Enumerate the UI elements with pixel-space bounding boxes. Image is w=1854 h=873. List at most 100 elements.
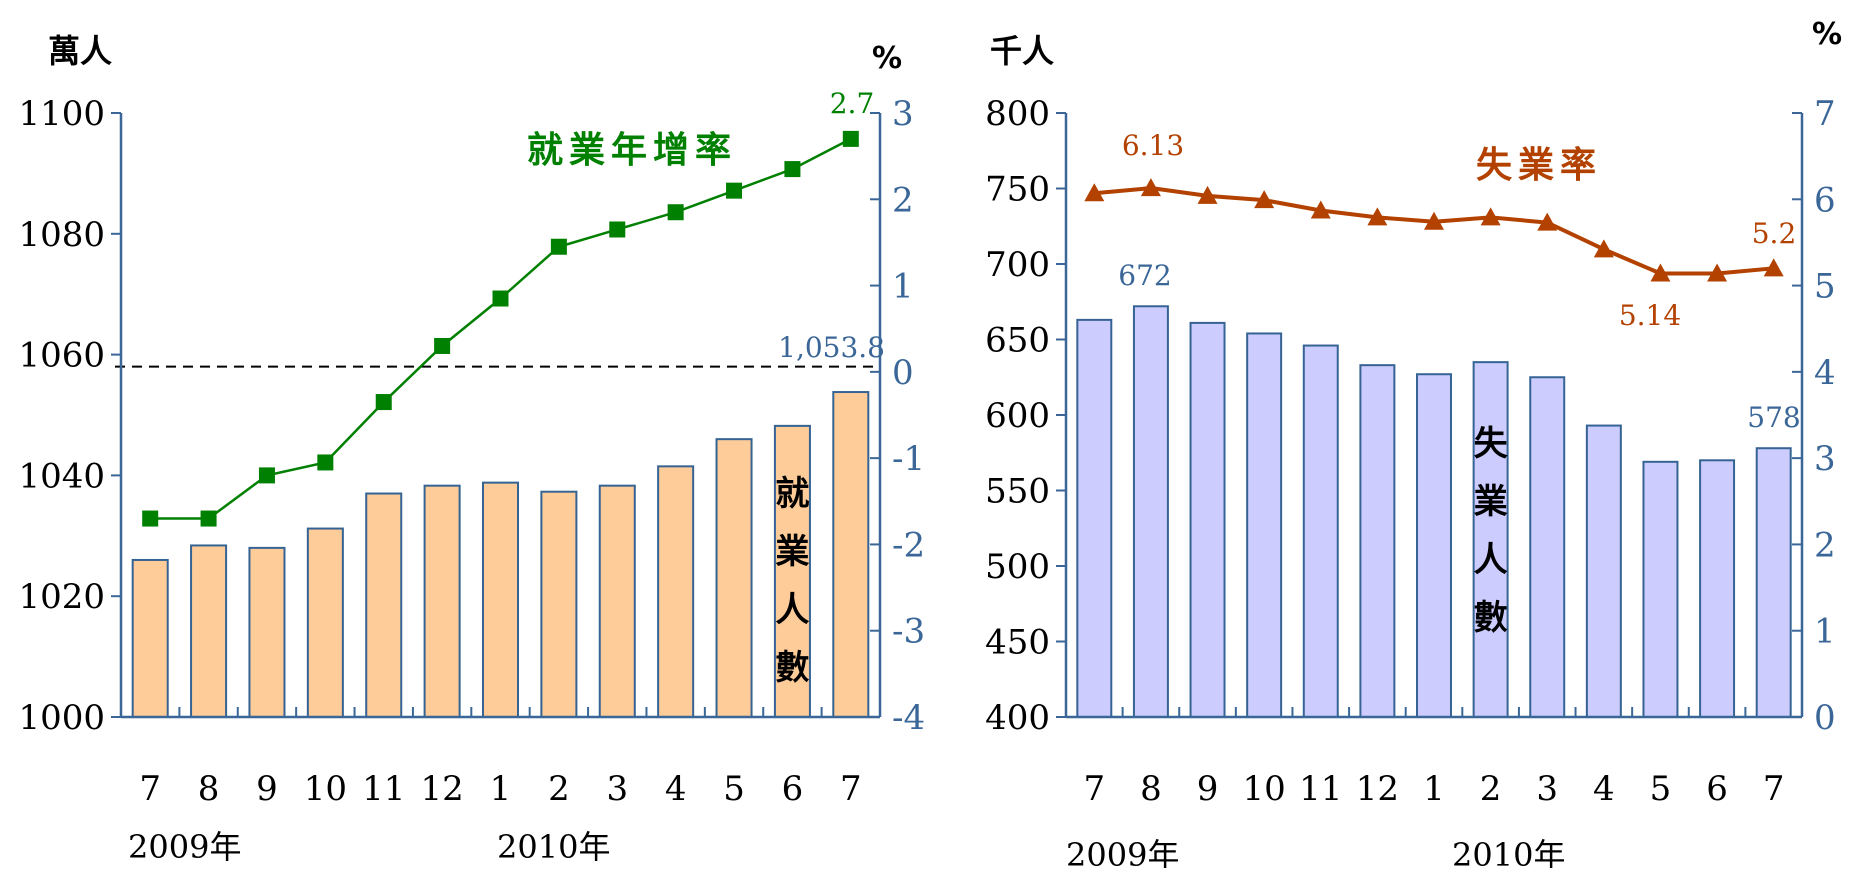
right-y-tick-label: 3 — [1814, 439, 1836, 479]
x-tick-label: 2 — [1480, 769, 1502, 809]
bar-4 — [365, 492, 403, 718]
year-label-2010: 2010年 — [497, 828, 610, 866]
bar-9 — [657, 465, 695, 718]
bar-label-char: 失 — [1474, 424, 1509, 464]
x-tick-label: 4 — [1593, 769, 1615, 809]
right-y-tick-label: 7 — [1814, 94, 1836, 134]
x-tick-label: 5 — [1650, 769, 1672, 809]
line-point-7 — [1480, 207, 1501, 226]
line-point-9 — [667, 204, 684, 221]
left-y-tick-label: 400 — [985, 698, 1050, 738]
bar-label-char: 人 — [775, 590, 809, 630]
right-y-tick-label: 4 — [1814, 353, 1836, 393]
year-label-2009: 2009年 — [1066, 836, 1179, 868]
employment-growth-label: 就業年增率 — [527, 129, 737, 171]
x-tick-label: 10 — [1243, 769, 1286, 809]
line-point-3 — [1254, 190, 1275, 209]
right-y-tick-label: -4 — [892, 698, 925, 738]
bar-0 — [131, 558, 169, 719]
line-point-5 — [434, 337, 451, 354]
left-y-tick-label: 600 — [985, 396, 1050, 436]
line-point-2 — [1197, 185, 1218, 204]
x-tick-label: 11 — [362, 769, 405, 809]
annotation-line-last: 5.2 — [1752, 217, 1797, 250]
annotation-bar-last: 578 — [1747, 401, 1800, 434]
line-point-4 — [1310, 200, 1331, 219]
right-y-tick-label: 5 — [1814, 267, 1836, 307]
series-line — [1094, 186, 1774, 276]
bar-1 — [190, 544, 228, 718]
bar-label-char: 業 — [1474, 482, 1508, 522]
unemployment-rate-line — [1084, 178, 1784, 282]
line-point-10 — [1650, 263, 1671, 282]
x-tick-label: 7 — [1083, 769, 1105, 809]
x-tick-label: 7 — [139, 769, 161, 809]
line-point-10 — [726, 182, 743, 199]
unemployment-bars-label: 失業人數 — [1474, 424, 1509, 638]
x-tick-label: 3 — [1536, 769, 1558, 809]
year-label-2010: 2010年 — [1452, 836, 1565, 868]
x-tick-label: 10 — [304, 769, 347, 809]
annotation-line-peak: 6.13 — [1122, 129, 1184, 162]
line-point-1 — [1140, 178, 1161, 197]
left-y-tick-label: 1100 — [18, 94, 105, 134]
bar-label-char: 就 — [775, 474, 809, 514]
x-tick-label: 3 — [606, 769, 628, 809]
bar-8 — [1529, 376, 1566, 718]
bar-11 — [1699, 459, 1736, 718]
line-point-9 — [1593, 239, 1614, 258]
bar-label-char: 人 — [1474, 540, 1508, 580]
x-tick-label: 8 — [1140, 769, 1162, 809]
left-chart-right-unit: % — [872, 41, 902, 76]
left-y-tick-label: 550 — [985, 472, 1050, 512]
left-chart-left-unit: 萬人 — [48, 32, 112, 70]
right-y-tick-label: 1 — [892, 267, 914, 307]
x-tick-label: 5 — [723, 769, 745, 809]
line-point-4 — [375, 394, 392, 411]
right-y-tick-label: 6 — [1814, 180, 1836, 220]
line-point-8 — [1537, 212, 1558, 231]
bar-3 — [306, 527, 344, 718]
unemployment-bars — [1076, 305, 1792, 718]
bar-8 — [598, 484, 636, 718]
right-y-tick-label: -3 — [892, 612, 925, 652]
bar-12 — [1755, 447, 1792, 718]
left-y-tick-label: 650 — [985, 321, 1050, 361]
bar-label-char: 業 — [775, 532, 809, 572]
x-tick-label: 9 — [1197, 769, 1219, 809]
right-y-tick-label: 1 — [1814, 612, 1836, 652]
line-point-3 — [317, 454, 334, 471]
right-y-tick-label: 2 — [892, 180, 914, 220]
x-tick-label: 6 — [782, 769, 804, 809]
line-point-6 — [492, 290, 509, 307]
bar-10 — [715, 438, 753, 718]
left-y-tick-label: 750 — [985, 170, 1050, 210]
x-tick-label: 7 — [1763, 769, 1785, 809]
line-point-12 — [1763, 258, 1784, 277]
x-tick-label: 1 — [1423, 769, 1445, 809]
line-point-1 — [200, 510, 217, 527]
x-tick-label: 6 — [1706, 769, 1728, 809]
left-y-tick-label: 1060 — [18, 336, 105, 376]
employment-bars-label: 就業人數 — [775, 474, 809, 688]
x-tick-label: 12 — [1356, 769, 1399, 809]
left-y-tick-label: 500 — [985, 547, 1050, 587]
bar-label-char: 數 — [1474, 598, 1508, 638]
line-point-0 — [1084, 183, 1105, 202]
unemployment-rate-label: 失業率 — [1476, 144, 1602, 186]
bar-1 — [1132, 305, 1169, 718]
line-point-2 — [258, 467, 275, 484]
bar-2 — [248, 546, 286, 718]
bar-11 — [773, 424, 811, 718]
bar-7 — [540, 490, 578, 719]
right-y-tick-label: -1 — [892, 439, 925, 479]
unemployment-chart: 千人 % 40045050055060065070075080001234567… — [985, 17, 1842, 873]
bar-12 — [832, 391, 870, 718]
left-y-tick-label: 1080 — [18, 215, 105, 255]
left-y-tick-label: 1020 — [18, 577, 105, 617]
right-chart-right-unit: % — [1812, 17, 1842, 52]
bar-6 — [481, 481, 520, 719]
line-point-0 — [142, 510, 159, 527]
left-y-tick-label: 800 — [985, 94, 1050, 134]
